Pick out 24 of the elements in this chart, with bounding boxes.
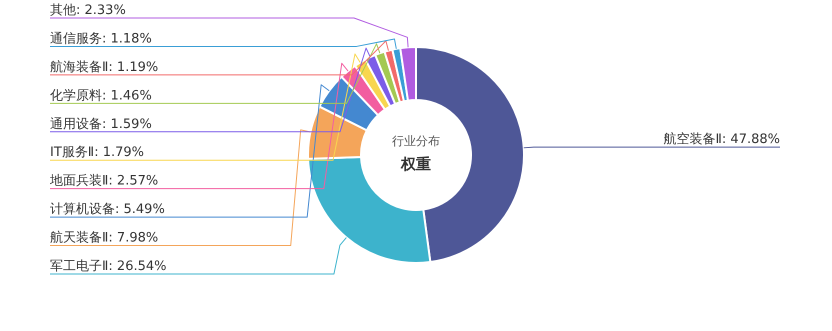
data-label: : 26.54%: [108, 259, 166, 274]
slice-label: 地面兵装Ⅱ: [49, 174, 108, 189]
slice-label: 航海装备Ⅱ: [50, 60, 108, 75]
data-label: : 1.18%: [102, 31, 152, 46]
text: 权重: [400, 155, 431, 173]
data-label: : 1.79%: [94, 145, 144, 160]
data-label: : 1.59%: [102, 116, 152, 132]
slice-label: 计算机设备: [50, 202, 115, 218]
data-label: : 2.33%: [76, 3, 126, 18]
slice-label: 通用设备: [50, 116, 102, 132]
data-label: : 1.46%: [102, 88, 152, 104]
slice-label: 航空装备Ⅱ: [664, 132, 722, 148]
slice-label: 军工电子Ⅱ: [50, 259, 108, 274]
data-label: : 7.98%: [108, 230, 158, 246]
data-label: : 1.19%: [108, 60, 158, 75]
data-label: : 47.88%: [722, 132, 780, 148]
slice-label: 化学原料: [50, 88, 102, 104]
slice-label: 航天装备Ⅱ: [50, 230, 108, 246]
slice-label: IT服务Ⅱ: [50, 145, 94, 160]
data-label: : 5.49%: [115, 202, 165, 218]
slice-label: 其他: [50, 3, 76, 18]
text: 行业分布: [392, 134, 440, 148]
data-label: : 2.57%: [108, 174, 158, 189]
slice-label: 通信服务: [50, 31, 102, 46]
